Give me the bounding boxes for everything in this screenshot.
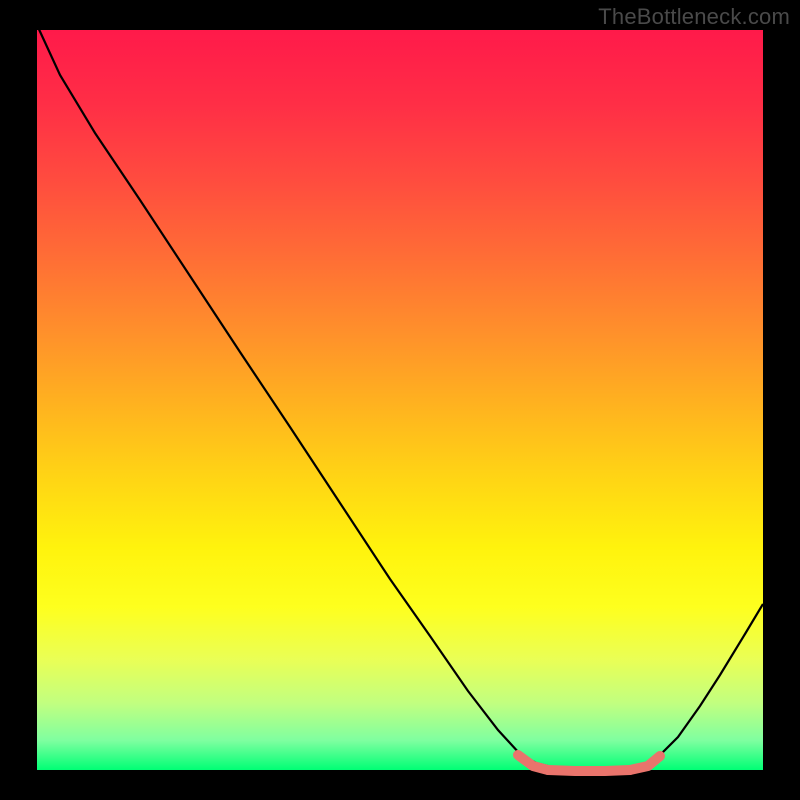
highlight-segment — [548, 770, 630, 771]
bottleneck-chart — [0, 0, 800, 800]
gradient-background — [37, 30, 763, 770]
watermark-text: TheBottleneck.com — [598, 4, 790, 30]
chart-container: TheBottleneck.com — [0, 0, 800, 800]
